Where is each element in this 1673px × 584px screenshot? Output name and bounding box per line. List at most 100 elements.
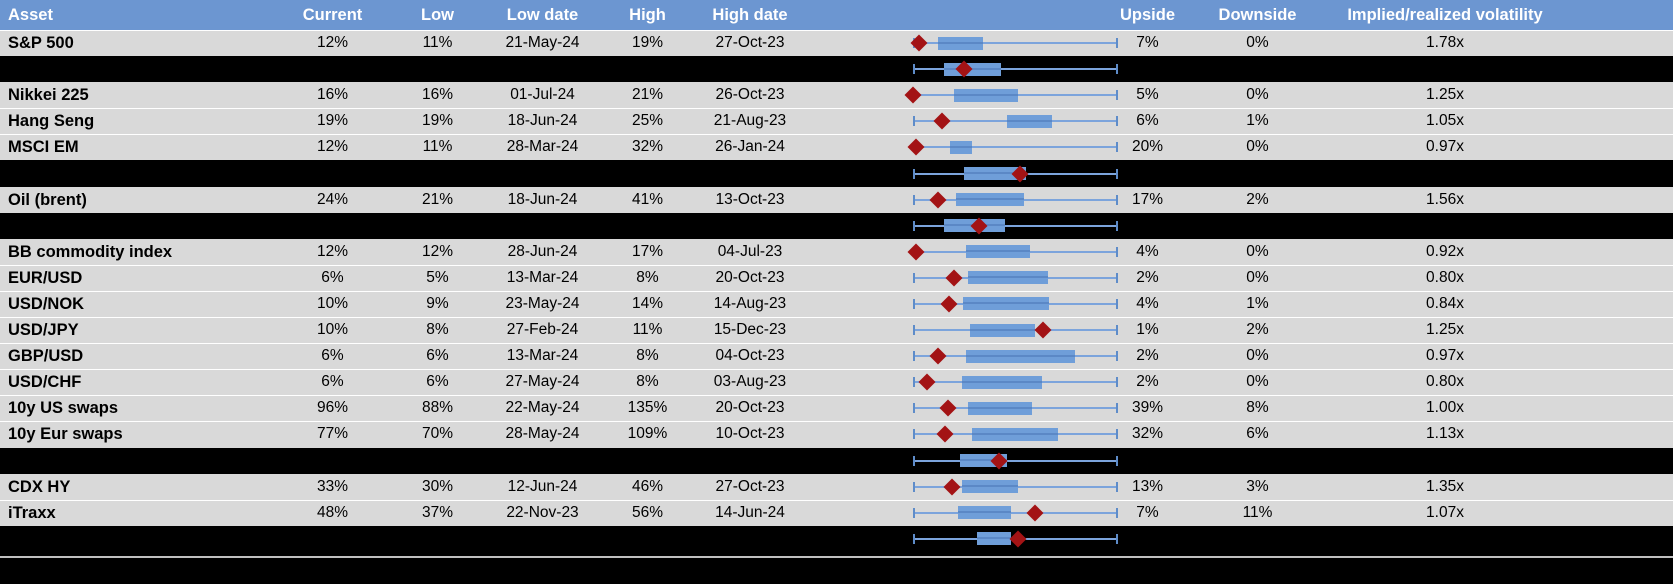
high-cell: 21% xyxy=(631,86,664,104)
boxplot-whisker-cap-left xyxy=(913,116,915,127)
boxplot-box xyxy=(964,167,1026,181)
boxplot-whisker-cap-left xyxy=(913,168,915,179)
high-cell: 109% xyxy=(627,425,668,443)
range-boxplot xyxy=(800,474,1118,500)
low-date-cell: 13-Mar-24 xyxy=(506,347,579,365)
boxplot-whisker-cap-right xyxy=(1116,142,1118,153)
implied-realized-cell: 1.13x xyxy=(1426,425,1464,443)
upside-cell: 4% xyxy=(1136,242,1159,260)
low-cell xyxy=(385,526,490,552)
asset-cell xyxy=(0,56,280,82)
boxplot-whisker-cap-left xyxy=(913,272,915,283)
implied-realized-cell xyxy=(1330,56,1560,82)
downside-cell: 6% xyxy=(1246,425,1269,443)
range-boxplot xyxy=(800,187,1118,213)
boxplot-whisker-line xyxy=(913,459,1118,462)
downside-cell xyxy=(1185,160,1330,186)
column-header-low: Low xyxy=(421,6,454,24)
low-date-cell xyxy=(490,160,595,186)
boxplot-whisker-cap-right xyxy=(1116,272,1118,283)
range-boxplot xyxy=(800,56,1118,82)
table-row: USD/JPY 10% 8% 27-Feb-24 11% 15-Dec-23 1% 2% 1.2… xyxy=(0,317,1673,344)
high-date-cell: 27-Oct-23 xyxy=(715,34,785,51)
implied-realized-cell xyxy=(1330,526,1560,552)
row-spacer xyxy=(1560,421,1673,447)
boxplot-box xyxy=(972,427,1059,441)
range-boxplot xyxy=(800,160,1118,186)
upside-cell: 4% xyxy=(1136,294,1159,312)
boxplot-whisker-cap-left xyxy=(913,194,915,205)
row-spacer xyxy=(1560,317,1673,343)
downside-cell: 1% xyxy=(1246,294,1269,312)
row-spacer xyxy=(1560,343,1673,369)
upside-cell: 13% xyxy=(1131,477,1164,495)
high-date-cell: 26-Oct-23 xyxy=(715,86,785,104)
upside-cell: 32% xyxy=(1131,425,1164,443)
low-cell xyxy=(385,213,490,239)
high-cell xyxy=(595,526,700,552)
upside-cell: 5% xyxy=(1136,86,1159,104)
table-row: USD/CHF 6% 6% 27-May-24 8% 03-Aug-23 2% 0% 0.80x xyxy=(0,369,1673,396)
low-cell: 11% xyxy=(422,138,453,156)
current-cell: 12% xyxy=(316,242,349,260)
boxplot-whisker-cap-left xyxy=(913,298,915,309)
high-cell: 17% xyxy=(631,242,664,260)
summary-row xyxy=(0,525,1673,552)
table-row: Nikkei 225 16% 16% 01-Jul-24 21% 26-Oct-23 5% 0… xyxy=(0,82,1673,109)
downside-cell: 11% xyxy=(1242,503,1273,521)
high-date-cell xyxy=(700,526,800,552)
upside-cell: 39% xyxy=(1131,399,1164,417)
current-cell: 6% xyxy=(321,268,344,286)
upside-cell: 6% xyxy=(1136,112,1159,130)
low-cell: 11% xyxy=(422,34,453,51)
table-row: CDX HY 33% 30% 12-Jun-24 46% 27-Oct-23 13% 3% 1.… xyxy=(0,473,1673,500)
low-cell: 6% xyxy=(426,373,449,391)
downside-cell: 2% xyxy=(1246,190,1269,208)
boxplot-box xyxy=(963,297,1050,311)
boxplot-whisker-cap-left xyxy=(913,64,915,75)
low-cell xyxy=(385,448,490,474)
high-date-cell xyxy=(700,56,800,82)
current-marker-diamond xyxy=(1026,504,1044,522)
row-spacer xyxy=(1560,134,1673,160)
boxplot-whisker-cap-right xyxy=(1116,429,1118,440)
high-date-cell: 04-Jul-23 xyxy=(717,242,783,260)
current-marker-diamond xyxy=(1009,530,1026,548)
column-header-implied-realized-volatility: Implied/realized volatility xyxy=(1347,6,1543,24)
implied-realized-cell: 1.35x xyxy=(1426,477,1464,495)
high-cell: 11% xyxy=(632,321,663,339)
implied-realized-cell xyxy=(1330,448,1560,474)
row-spacer xyxy=(1560,56,1673,82)
range-boxplot xyxy=(800,317,1118,343)
low-date-cell: 28-May-24 xyxy=(505,425,580,443)
asset-cell: USD/CHF xyxy=(8,373,82,392)
boxplot-whisker-cap-right xyxy=(1116,403,1118,414)
asset-cell: EUR/USD xyxy=(8,268,83,287)
boxplot-box xyxy=(962,375,1043,389)
asset-cell: Nikkei 225 xyxy=(8,86,89,105)
boxplot-whisker-cap-right xyxy=(1116,507,1118,518)
range-boxplot xyxy=(800,526,1118,552)
high-date-cell xyxy=(700,448,800,474)
range-boxplot xyxy=(800,30,1118,56)
boxplot-whisker-cap-right xyxy=(1116,168,1118,179)
current-marker-diamond xyxy=(940,295,958,313)
asset-cell: MSCI EM xyxy=(8,138,79,157)
bottom-divider-line xyxy=(0,555,1673,558)
column-header-upside: Upside xyxy=(1119,6,1175,24)
low-date-cell: 28-Jun-24 xyxy=(507,242,578,260)
low-cell: 8% xyxy=(426,321,449,339)
implied-realized-cell: 1.78x xyxy=(1426,34,1464,51)
implied-realized-cell xyxy=(1330,160,1560,186)
implied-realized-cell: 0.80x xyxy=(1426,373,1464,391)
current-cell xyxy=(280,160,385,186)
downside-cell: 0% xyxy=(1246,138,1269,156)
high-cell xyxy=(595,56,700,82)
asset-cell: S&P 500 xyxy=(8,34,74,52)
boxplot-box xyxy=(1007,114,1053,128)
range-boxplot xyxy=(800,213,1118,239)
current-marker-diamond xyxy=(939,399,957,417)
table-row: USD/NOK 10% 9% 23-May-24 14% 14-Aug-23 4% 1% 0.8… xyxy=(0,290,1673,318)
asset-cell: Hang Seng xyxy=(8,112,95,131)
table-body: S&P 500 12% 11% 21-May-24 19% 27-Oct-23 7% 0% 1.… xyxy=(0,30,1673,552)
